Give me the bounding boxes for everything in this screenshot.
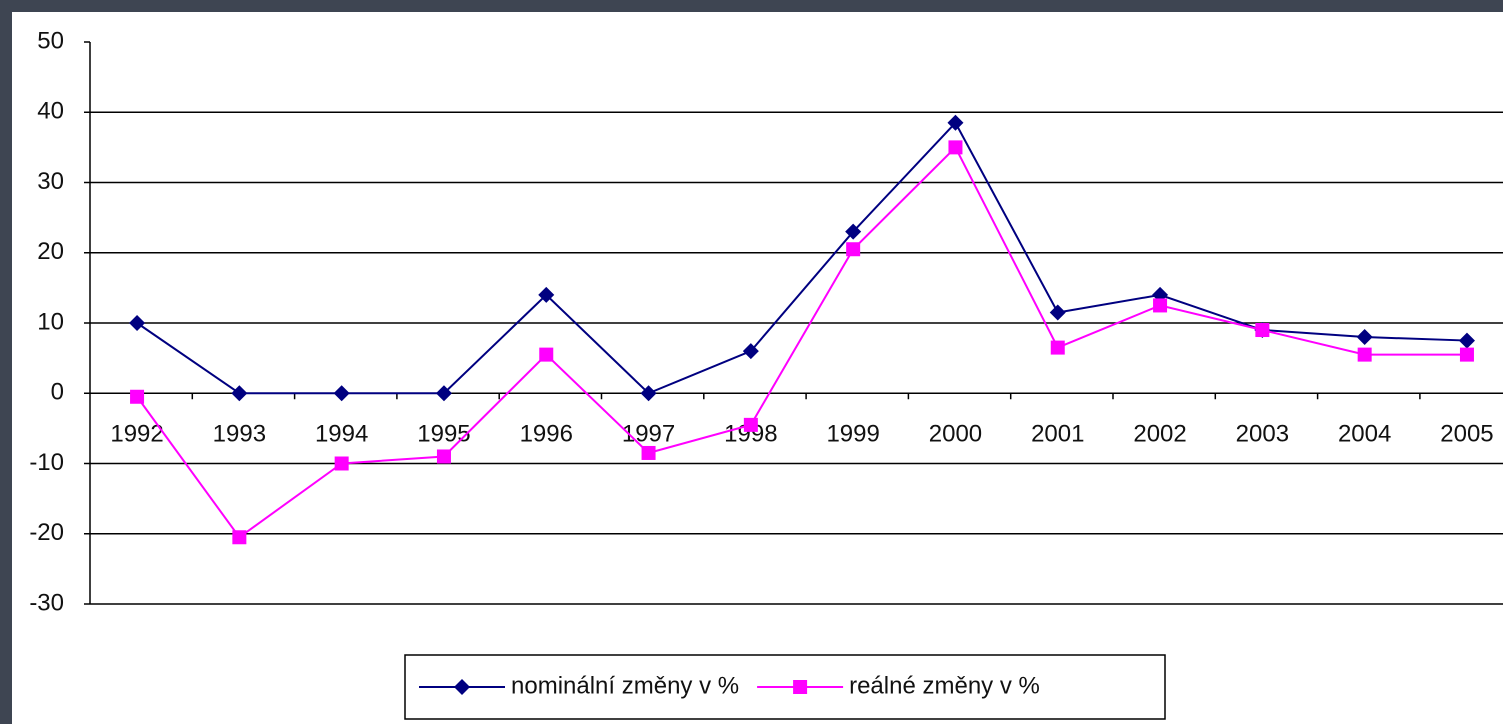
square-marker — [846, 242, 861, 257]
x-tick-label: 2003 — [1236, 421, 1289, 448]
square-marker — [539, 347, 554, 362]
y-tick-label: -20 — [29, 519, 64, 546]
square-marker — [1459, 347, 1474, 362]
diamond-marker — [129, 315, 146, 331]
diamond-marker — [231, 385, 248, 402]
x-tick-label: 1997 — [622, 421, 675, 448]
y-tick-label: 30 — [37, 168, 64, 195]
diamond-marker — [454, 679, 470, 695]
square-marker — [1050, 340, 1065, 355]
diamond-marker — [1458, 332, 1475, 349]
series-line — [136, 121, 1467, 395]
x-tick-label: 1996 — [520, 421, 573, 448]
square-marker — [436, 449, 451, 464]
diamond-marker — [333, 385, 350, 402]
legend-label: reálné změny v % — [849, 672, 1040, 699]
y-tick-label: -10 — [29, 449, 64, 476]
y-tick-label: 20 — [37, 238, 64, 265]
x-tick-label: 1994 — [315, 421, 368, 448]
chart-background — [12, 12, 1503, 724]
square-marker — [232, 530, 247, 545]
x-tick-label: 2001 — [1031, 421, 1084, 448]
diamond-marker — [947, 114, 964, 131]
diamond-marker — [1049, 304, 1066, 321]
x-tick-label: 2004 — [1338, 421, 1391, 448]
square-marker — [1153, 298, 1168, 313]
y-tick-label: -30 — [29, 589, 64, 616]
square-marker — [1357, 347, 1372, 362]
diamond-marker — [538, 286, 555, 303]
diamond-marker — [640, 385, 657, 402]
y-tick-label: 50 — [37, 27, 64, 54]
y-tick-label: 40 — [37, 98, 64, 125]
diamond-marker — [845, 223, 862, 240]
y-tick-label: 0 — [51, 379, 64, 406]
square-marker — [334, 456, 349, 471]
series-line — [136, 145, 1467, 539]
x-tick-label: 1999 — [826, 421, 879, 448]
square-marker — [948, 140, 963, 155]
square-marker — [743, 417, 758, 432]
x-tick-label: 2005 — [1440, 421, 1493, 448]
square-marker — [1255, 323, 1270, 338]
x-tick-label: 1995 — [417, 421, 470, 448]
x-tick-label: 2002 — [1133, 421, 1186, 448]
x-tick-label: 1993 — [213, 421, 266, 448]
square-marker — [793, 680, 808, 694]
square-marker — [130, 389, 145, 404]
x-tick-label: 2000 — [929, 421, 982, 448]
diamond-marker — [742, 343, 759, 360]
x-tick-label: 1992 — [110, 421, 163, 448]
diamond-marker — [435, 385, 452, 402]
diamond-marker — [1356, 329, 1373, 346]
legend-label: nominální změny v % — [511, 672, 739, 699]
square-marker — [641, 445, 656, 460]
y-tick-label: 10 — [37, 308, 64, 335]
